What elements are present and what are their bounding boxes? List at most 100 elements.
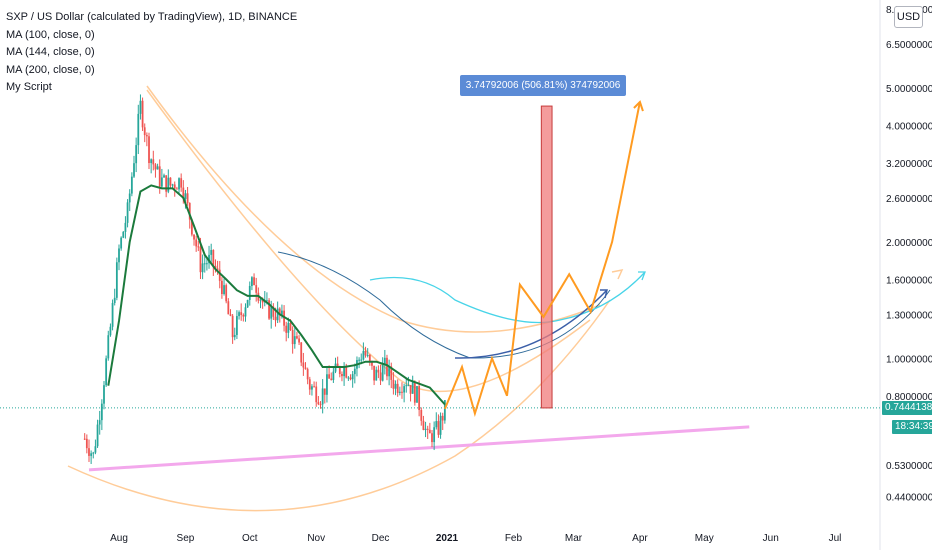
symbol-title[interactable]: SXP / US Dollar (calculated by TradingVi… <box>6 11 298 23</box>
y-tick-label: 1.30000000 <box>886 310 932 321</box>
candle-body <box>246 299 249 308</box>
candle-body <box>231 315 234 338</box>
indicator-ma-100[interactable]: MA (100, close, 0) <box>6 28 95 41</box>
y-tick-label: 2.60000000 <box>886 194 932 205</box>
candle-body <box>272 306 275 317</box>
candle-body <box>308 379 311 390</box>
candle-body <box>212 250 215 266</box>
candle-body <box>441 415 444 421</box>
candle-body <box>186 193 189 204</box>
measure-label: 3.74792006 (506.81%) 374792006 <box>460 75 626 96</box>
price-range-box <box>540 105 553 409</box>
candle-body <box>85 438 88 449</box>
x-tick-label: Sep <box>177 533 195 544</box>
candle-body <box>433 427 436 443</box>
candle-body <box>171 184 174 186</box>
candle-body <box>178 178 180 190</box>
candle-body <box>139 100 142 114</box>
candle-body <box>332 371 335 380</box>
candle-body <box>145 135 148 137</box>
candle-body <box>201 263 204 273</box>
candle-body <box>203 263 206 265</box>
moving-average-line <box>107 184 446 406</box>
candle-body <box>373 365 376 381</box>
candle-body <box>199 246 202 273</box>
candle-body <box>143 127 146 136</box>
candle-body <box>165 175 168 192</box>
candle-body <box>296 336 298 339</box>
candle-body <box>274 316 277 321</box>
y-tick-label: 6.50000000 <box>886 40 932 51</box>
candle-body <box>390 366 393 380</box>
indicator-ma-144[interactable]: MA (144, close, 0) <box>6 46 95 58</box>
candle-body <box>268 300 270 319</box>
candle-body <box>428 429 431 434</box>
candle-body <box>188 203 191 220</box>
x-tick-label: Oct <box>242 533 258 544</box>
candle-body <box>379 372 382 381</box>
candle-body <box>113 297 116 304</box>
candle-body <box>205 263 208 265</box>
candle-body <box>180 178 183 188</box>
projection-cyan-curve <box>369 271 646 324</box>
candle-body <box>424 428 427 430</box>
candle-body <box>261 299 264 303</box>
candle-body <box>195 239 198 247</box>
projection-blue-curve <box>454 289 608 359</box>
candle-body <box>218 269 221 281</box>
candle-body <box>141 100 144 128</box>
candle-body <box>190 219 193 235</box>
candle-body <box>388 366 391 377</box>
candle-body <box>371 361 373 366</box>
candle-body <box>347 377 350 379</box>
candle-body <box>229 314 232 316</box>
y-tick-label: 0.44000000 <box>886 492 932 503</box>
candle-body <box>270 306 273 319</box>
candle-body <box>238 312 240 317</box>
candle-body <box>169 177 172 186</box>
candle-body <box>259 299 262 301</box>
candle-body <box>435 421 438 428</box>
candle-body <box>326 374 328 395</box>
candle-body <box>90 453 93 456</box>
candle-body <box>315 386 318 403</box>
candle-body <box>368 354 371 362</box>
candle-body <box>148 136 150 164</box>
candle-body <box>88 448 90 456</box>
candle-body <box>311 386 313 390</box>
indicator-my-script[interactable]: My Script <box>6 81 52 93</box>
y-tick-label: 1.60000000 <box>886 275 932 286</box>
candle-body <box>411 382 414 394</box>
candle-body <box>122 231 125 238</box>
candle-body <box>426 428 429 430</box>
candle-body <box>130 176 133 194</box>
candle-body <box>92 452 95 454</box>
candle-body <box>375 369 378 381</box>
indicator-ma-200[interactable]: MA (200, close, 0) <box>6 63 95 76</box>
candle-body <box>328 374 330 379</box>
bar-countdown-tag: 18:34:39 <box>892 420 932 434</box>
candle-body <box>383 357 386 365</box>
blue-arrow-head <box>600 289 608 299</box>
candle-body <box>313 386 315 388</box>
candle-body <box>403 386 406 393</box>
candle-body <box>152 159 155 165</box>
candle-body <box>137 113 140 146</box>
chart-legend: SXP / US Dollar (calculated by TradingVi… <box>6 9 297 97</box>
candle-body <box>349 377 352 380</box>
candle-body <box>298 338 300 343</box>
candle-body <box>223 285 225 295</box>
candle-body <box>386 357 388 377</box>
candle-body <box>443 400 446 421</box>
y-tick-label: 3.20000000 <box>886 159 932 170</box>
candle-body <box>233 334 236 338</box>
candle-body <box>111 303 114 327</box>
candle-body <box>306 369 309 380</box>
candle-body <box>420 410 423 421</box>
currency-button[interactable]: USD <box>894 6 923 28</box>
candle-body <box>160 177 163 187</box>
orange-arrow-head <box>633 100 644 112</box>
